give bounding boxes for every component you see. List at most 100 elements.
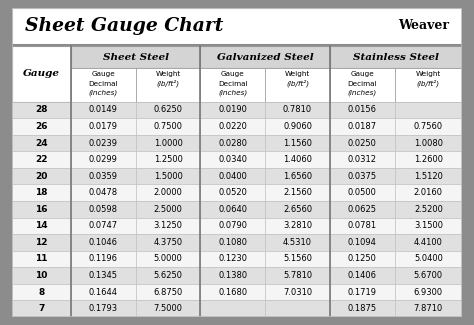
Bar [71, 168, 136, 185]
Bar [136, 251, 201, 267]
Text: 3.1500: 3.1500 [414, 221, 443, 230]
Text: 0.0625: 0.0625 [348, 205, 377, 214]
Bar [330, 135, 394, 151]
Text: 0.1046: 0.1046 [89, 238, 118, 247]
Bar [12, 46, 71, 102]
Bar [330, 201, 394, 217]
Text: 0.0190: 0.0190 [219, 105, 247, 114]
Bar [265, 251, 330, 267]
Text: Decimal: Decimal [89, 81, 118, 87]
Text: Weaver: Weaver [398, 20, 448, 32]
Text: 0.0790: 0.0790 [219, 221, 247, 230]
Bar [201, 201, 265, 217]
Bar [201, 135, 265, 151]
Text: 4.3750: 4.3750 [154, 238, 182, 247]
Bar [201, 251, 265, 267]
Text: 0.7500: 0.7500 [154, 122, 182, 131]
Text: 7.8710: 7.8710 [414, 304, 443, 313]
Text: 8: 8 [38, 288, 45, 296]
Text: 0.0520: 0.0520 [219, 188, 247, 197]
Text: 0.0375: 0.0375 [347, 172, 377, 181]
Text: 5.0400: 5.0400 [414, 254, 443, 264]
Bar [136, 201, 201, 217]
Text: 0.0500: 0.0500 [348, 188, 377, 197]
Bar [394, 201, 462, 217]
Text: Gauge: Gauge [23, 70, 60, 78]
Text: 0.9060: 0.9060 [283, 122, 312, 131]
Bar [12, 102, 71, 118]
Text: 1.2500: 1.2500 [154, 155, 182, 164]
Text: (lb/ft²): (lb/ft²) [156, 80, 180, 87]
Text: (inches): (inches) [89, 90, 118, 96]
Text: 0.6250: 0.6250 [154, 105, 182, 114]
Bar [136, 267, 201, 284]
Text: 2.1560: 2.1560 [283, 188, 312, 197]
Text: 0.0312: 0.0312 [348, 155, 377, 164]
Text: Decimal: Decimal [347, 81, 377, 87]
Bar [12, 284, 71, 300]
Text: 5.1560: 5.1560 [283, 254, 312, 264]
Bar [265, 234, 330, 251]
Text: Sheet Steel: Sheet Steel [102, 53, 169, 62]
Text: Sheet Gauge Chart: Sheet Gauge Chart [26, 17, 224, 35]
Bar [201, 185, 265, 201]
Text: 0.0400: 0.0400 [219, 172, 247, 181]
Bar [71, 300, 136, 317]
Bar [265, 300, 330, 317]
Bar [394, 118, 462, 135]
Text: 2.0160: 2.0160 [414, 188, 443, 197]
Text: 5.7810: 5.7810 [283, 271, 312, 280]
Text: (lb/ft²): (lb/ft²) [286, 80, 309, 87]
Text: 14: 14 [35, 221, 48, 230]
Text: 2.5200: 2.5200 [414, 205, 443, 214]
Text: 0.1644: 0.1644 [89, 288, 118, 296]
Bar [71, 118, 136, 135]
Text: 0.0747: 0.0747 [89, 221, 118, 230]
Bar [136, 168, 201, 185]
Bar [71, 151, 136, 168]
Text: 6.9300: 6.9300 [414, 288, 443, 296]
Bar [201, 217, 265, 234]
Bar [71, 185, 136, 201]
Text: 7.5000: 7.5000 [154, 304, 182, 313]
Bar [201, 102, 265, 118]
Bar [201, 68, 265, 102]
Text: 1.6560: 1.6560 [283, 172, 312, 181]
Text: 0.0781: 0.0781 [347, 221, 377, 230]
Bar [330, 168, 394, 185]
Text: 0.1875: 0.1875 [347, 304, 377, 313]
Bar [265, 168, 330, 185]
Bar [330, 284, 394, 300]
Text: 0.1080: 0.1080 [219, 238, 247, 247]
Bar [12, 8, 462, 44]
Text: Decimal: Decimal [218, 81, 247, 87]
Text: 0.0340: 0.0340 [219, 155, 247, 164]
Bar [201, 151, 265, 168]
Text: 1.4060: 1.4060 [283, 155, 312, 164]
Text: Gauge: Gauge [350, 71, 374, 77]
Text: 1.2600: 1.2600 [414, 155, 443, 164]
Text: 0.7560: 0.7560 [414, 122, 443, 131]
Text: 1.0000: 1.0000 [154, 138, 182, 148]
Text: 0.1719: 0.1719 [348, 288, 377, 296]
Text: (lb/ft²): (lb/ft²) [417, 80, 440, 87]
Text: 0.1406: 0.1406 [348, 271, 377, 280]
Bar [394, 68, 462, 102]
Bar [12, 118, 71, 135]
Text: 1.5120: 1.5120 [414, 172, 443, 181]
Bar [201, 267, 265, 284]
Text: 0.0359: 0.0359 [89, 172, 118, 181]
Bar [71, 251, 136, 267]
Bar [330, 234, 394, 251]
Text: 0.0239: 0.0239 [89, 138, 118, 148]
Bar [12, 185, 71, 201]
Text: 4.4100: 4.4100 [414, 238, 443, 247]
Bar [136, 118, 201, 135]
Text: Gauge: Gauge [91, 71, 115, 77]
Text: (inches): (inches) [218, 90, 247, 96]
Bar [71, 234, 136, 251]
Text: 0.0220: 0.0220 [219, 122, 247, 131]
Bar [201, 300, 265, 317]
Bar [12, 251, 71, 267]
Bar [394, 185, 462, 201]
